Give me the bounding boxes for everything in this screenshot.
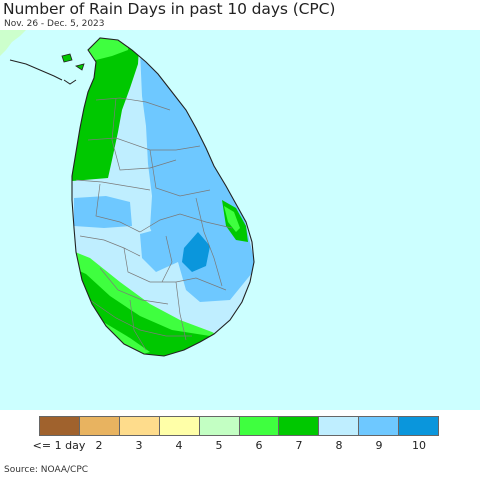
legend-label: 9	[375, 439, 383, 452]
legend-label: 6	[255, 439, 263, 452]
legend-swatch	[239, 417, 280, 435]
legend-label: 7	[295, 439, 303, 452]
legend-swatch	[399, 417, 439, 435]
legend-swatch	[159, 417, 200, 435]
zone-9-west	[74, 196, 132, 228]
legend-swatch	[119, 417, 160, 435]
map-title: Number of Rain Days in past 10 days (CPC…	[3, 0, 336, 18]
legend-swatch	[279, 417, 320, 435]
map-subtitle: Nov. 26 - Dec. 5, 2023	[4, 19, 105, 29]
island-coastline	[71, 37, 255, 357]
source-note: Source: NOAA/CPC	[4, 465, 89, 475]
legend-label: <= 1 day	[32, 439, 86, 452]
legend-label: 3	[135, 439, 143, 452]
zone-9-central	[140, 226, 186, 272]
legend-label: 5	[215, 439, 223, 452]
legend-swatch	[359, 417, 400, 435]
legend-label: 4	[175, 439, 183, 452]
zone-6-north-tip	[80, 38, 132, 60]
legend-swatch	[199, 417, 240, 435]
legend-label: 8	[335, 439, 343, 452]
rain-days-map	[0, 30, 480, 410]
neighbor-coast	[0, 30, 26, 56]
northern-islets	[61, 53, 85, 71]
legend-label: 2	[95, 439, 103, 452]
zone-10-center	[182, 232, 210, 272]
legend-label: 10	[412, 439, 426, 452]
district-boundaries	[75, 97, 233, 351]
legend-swatch	[319, 417, 360, 435]
legend-color-bar	[39, 416, 439, 436]
legend-swatch	[40, 417, 80, 435]
legend-swatch	[79, 417, 120, 435]
